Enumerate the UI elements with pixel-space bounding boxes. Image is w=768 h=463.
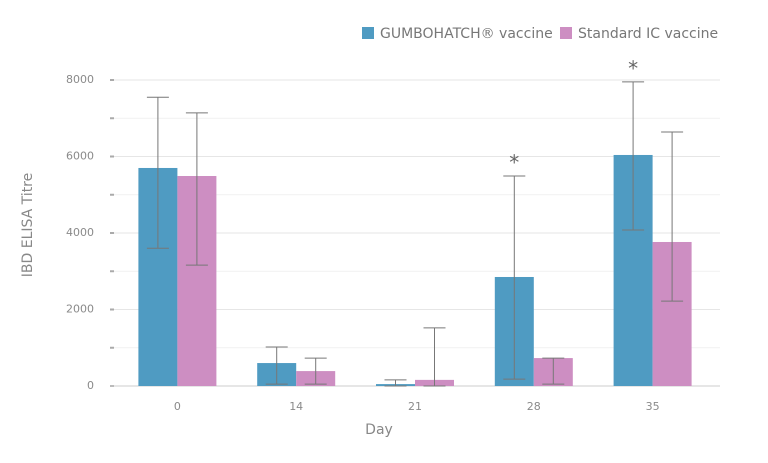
error-bar bbox=[185, 112, 208, 266]
y-tick-label: 8000 bbox=[66, 73, 94, 86]
error-bar bbox=[542, 357, 565, 385]
x-axis-label: Day bbox=[365, 422, 393, 438]
legend-swatch bbox=[560, 27, 572, 39]
y-axis-label: IBD ELISA Titre bbox=[20, 173, 36, 277]
x-tick-label: 28 bbox=[527, 400, 541, 413]
legend-label: GUMBOHATCH® vaccine bbox=[380, 26, 553, 42]
legend-label: Standard IC vaccine bbox=[578, 26, 718, 42]
error-bar bbox=[661, 131, 684, 302]
x-tick-label: 35 bbox=[646, 400, 660, 413]
x-tick-label: 0 bbox=[174, 400, 181, 413]
y-tick-label: 2000 bbox=[66, 303, 94, 316]
legend-swatch bbox=[362, 27, 374, 39]
y-tick-label: 4000 bbox=[66, 226, 94, 239]
error-bar bbox=[423, 327, 446, 387]
error-bar bbox=[304, 357, 327, 385]
error-bar bbox=[503, 175, 526, 380]
error-bar bbox=[622, 81, 645, 231]
error-bar bbox=[265, 346, 288, 385]
y-tick-label: 6000 bbox=[66, 150, 94, 163]
x-tick-label: 14 bbox=[289, 400, 303, 413]
error-bar bbox=[146, 96, 169, 249]
x-tick-label: 21 bbox=[408, 400, 422, 413]
error-bar bbox=[384, 379, 407, 387]
annotation: * bbox=[628, 56, 638, 80]
y-tick-label: 0 bbox=[87, 379, 94, 392]
annotation: * bbox=[509, 151, 519, 175]
